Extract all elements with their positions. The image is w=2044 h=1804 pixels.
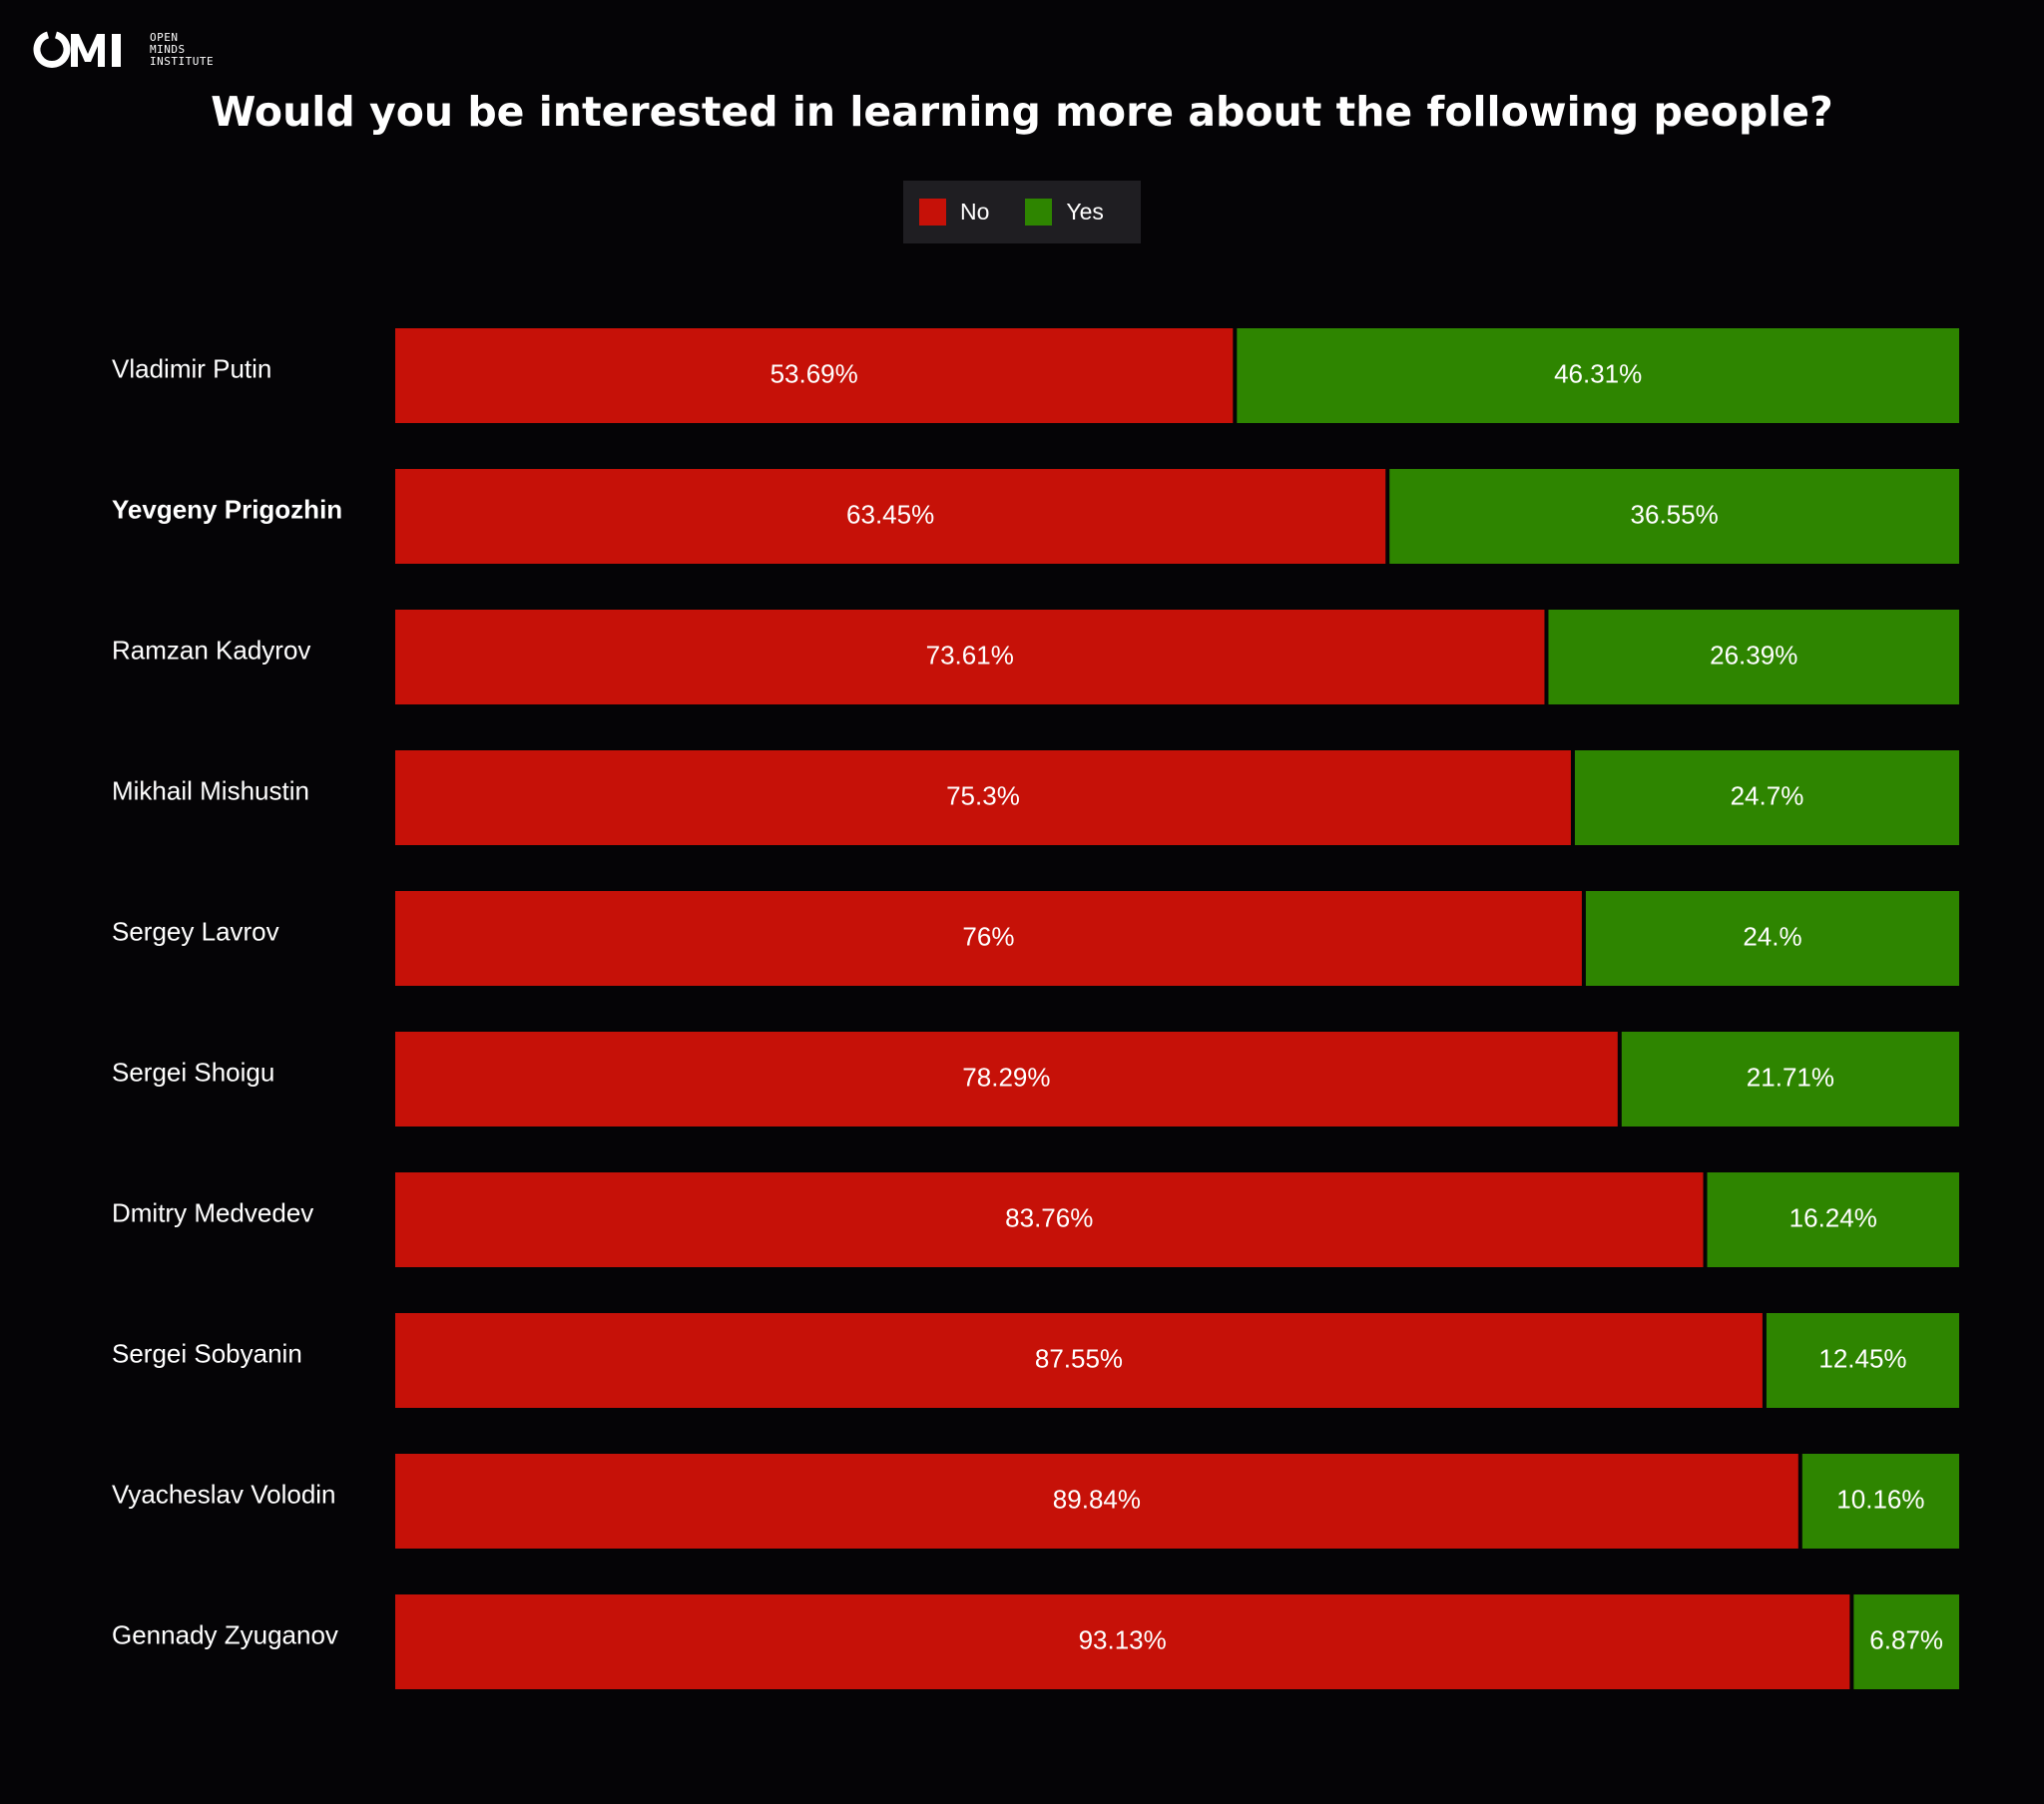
bar-yes bbox=[1801, 1454, 1959, 1549]
category-label: Sergey Lavrov bbox=[112, 916, 279, 946]
bar-value-label: 36.55% bbox=[1631, 499, 1719, 529]
bar-no bbox=[395, 610, 1545, 704]
bar-value-label: 53.69% bbox=[770, 358, 858, 388]
brand-subtitle: OPEN MINDS INSTITUTE bbox=[150, 32, 214, 68]
legend-item-no: No bbox=[919, 199, 989, 226]
bar-value-label: 46.31% bbox=[1554, 358, 1642, 388]
category-label: Yevgeny Prigozhin bbox=[112, 494, 342, 524]
category-label: Ramzan Kadyrov bbox=[112, 635, 310, 665]
bar-no bbox=[395, 750, 1571, 845]
bar-yes bbox=[1585, 891, 1959, 986]
bar-value-label: 24.% bbox=[1743, 921, 1801, 951]
bar-value-label: 12.45% bbox=[1818, 1343, 1906, 1373]
bar-yes bbox=[1389, 469, 1959, 564]
brand-logo: OPEN MINDS INSTITUTE bbox=[32, 28, 214, 72]
bar-value-label: 75.3% bbox=[946, 780, 1020, 810]
category-label: Sergei Shoigu bbox=[112, 1057, 274, 1087]
category-label: Sergei Sobyanin bbox=[112, 1338, 302, 1368]
bar-value-label: 26.39% bbox=[1710, 640, 1797, 670]
category-label: Vyacheslav Volodin bbox=[112, 1479, 336, 1509]
legend-label-yes: Yes bbox=[1066, 199, 1104, 225]
bar-no bbox=[395, 328, 1234, 423]
omi-logo-icon bbox=[33, 31, 121, 68]
bar-value-label: 76% bbox=[962, 921, 1014, 951]
bar-yes bbox=[1621, 1032, 1959, 1127]
bar-value-label: 10.16% bbox=[1836, 1484, 1924, 1514]
legend-swatch-yes bbox=[1025, 199, 1053, 226]
category-label: Dmitry Medvedev bbox=[112, 1197, 313, 1227]
bar-value-label: 63.45% bbox=[846, 499, 934, 529]
bar-yes bbox=[1574, 750, 1959, 845]
bar-yes bbox=[1548, 610, 1959, 704]
bar-value-label: 78.29% bbox=[962, 1062, 1050, 1092]
bar-value-label: 16.24% bbox=[1789, 1202, 1877, 1232]
bar-yes bbox=[1237, 328, 1959, 423]
legend-swatch-no bbox=[919, 199, 946, 226]
bar-no bbox=[395, 1172, 1704, 1267]
bar-no bbox=[395, 1454, 1798, 1549]
bar-no bbox=[395, 1313, 1763, 1408]
bar-no bbox=[395, 891, 1582, 986]
legend-label-no: No bbox=[960, 199, 990, 225]
bar-value-label: 21.71% bbox=[1747, 1062, 1834, 1092]
category-label: Vladimir Putin bbox=[112, 353, 271, 383]
bar-no bbox=[395, 1032, 1618, 1127]
bar-value-label: 89.84% bbox=[1053, 1484, 1141, 1514]
category-label: Mikhail Mishustin bbox=[112, 775, 309, 805]
bar-value-label: 93.13% bbox=[1079, 1624, 1167, 1654]
bar-value-label: 83.76% bbox=[1005, 1202, 1093, 1232]
brand-sub-line: OPEN bbox=[150, 31, 179, 44]
bar-yes bbox=[1766, 1313, 1959, 1408]
bar-value-label: 87.55% bbox=[1035, 1343, 1123, 1373]
bar-value-label: 73.61% bbox=[926, 640, 1014, 670]
category-label: Gennady Zyuganov bbox=[112, 1619, 338, 1649]
bar-yes bbox=[1707, 1172, 1959, 1267]
bar-value-label: 6.87% bbox=[1869, 1624, 1943, 1654]
bar-value-label: 24.7% bbox=[1731, 780, 1804, 810]
bar-yes bbox=[1853, 1594, 1959, 1689]
bar-no bbox=[395, 469, 1386, 564]
bar-no bbox=[395, 1594, 1850, 1689]
legend-item-yes: Yes bbox=[1025, 199, 1104, 226]
brand-sub-line: INSTITUTE bbox=[150, 55, 215, 68]
chart-legend: No Yes bbox=[903, 181, 1141, 243]
chart-title: Would you be interested in learning more… bbox=[211, 88, 1833, 136]
brand-sub-line: MINDS bbox=[150, 43, 186, 56]
